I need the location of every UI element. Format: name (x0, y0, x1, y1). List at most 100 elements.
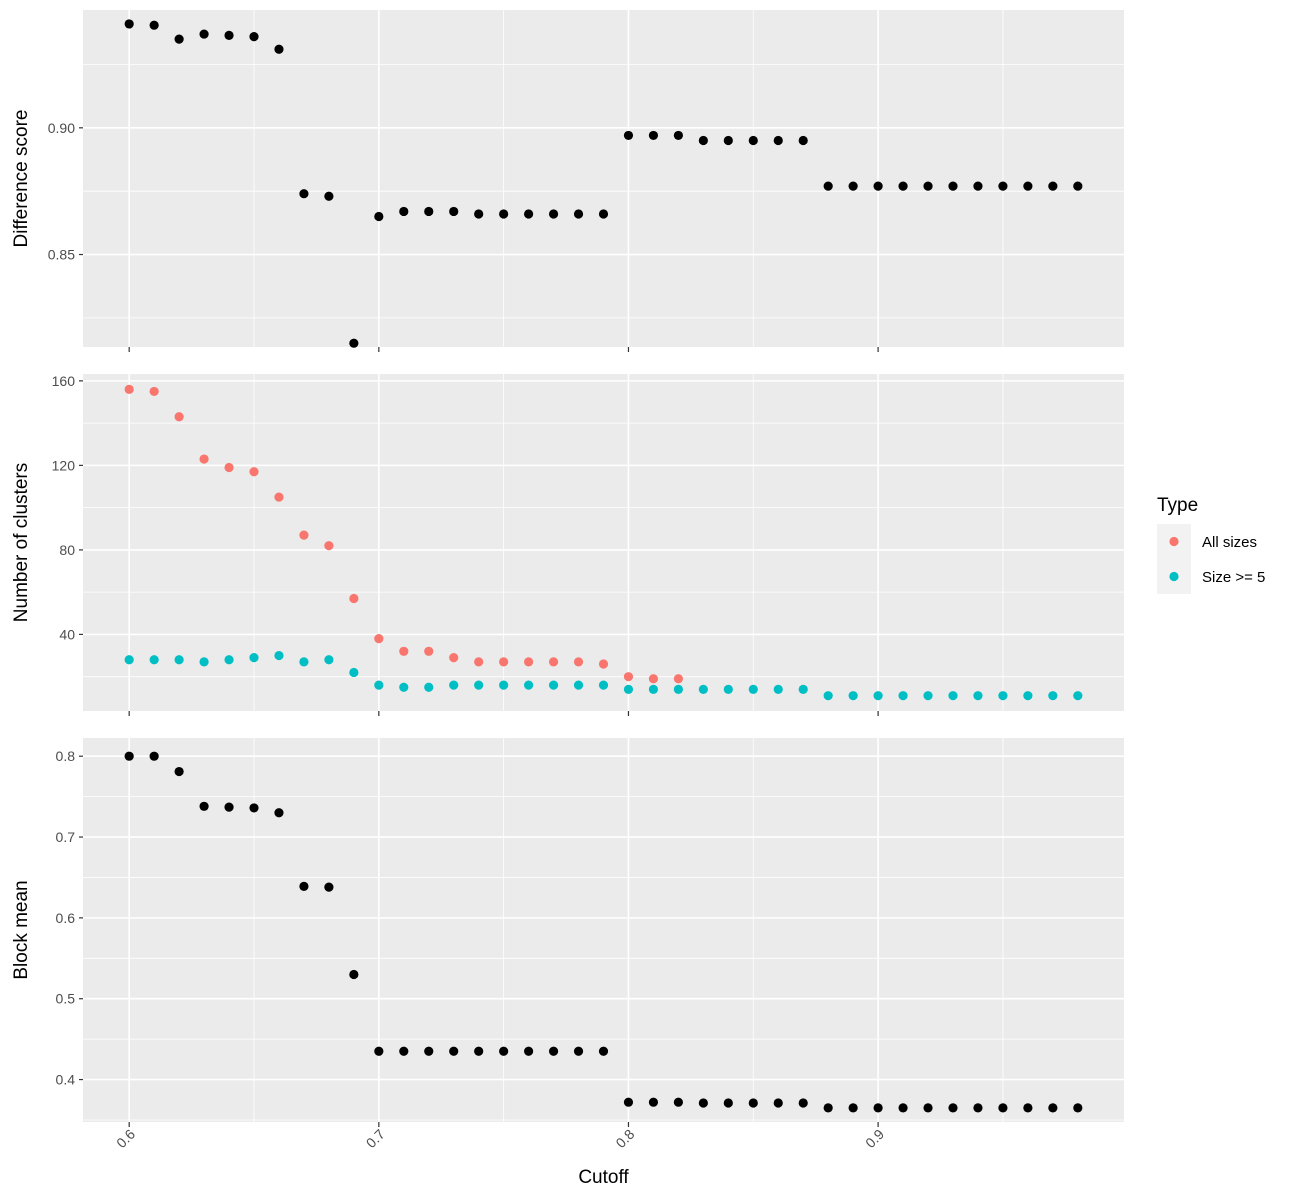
series-2 (124, 650, 1083, 701)
data-point (1048, 181, 1058, 191)
data-point (474, 1046, 484, 1056)
data-point (274, 492, 284, 502)
data-point (424, 646, 434, 656)
data-point (573, 657, 584, 667)
data-point (299, 530, 309, 540)
x-tick-label: 0.9 (862, 1126, 887, 1151)
data-point (873, 1103, 883, 1113)
data-point (573, 1046, 584, 1056)
data-point (823, 691, 833, 701)
data-point (598, 209, 609, 219)
series-1 (124, 751, 1083, 1113)
data-point (424, 1046, 434, 1056)
data-point (1073, 691, 1083, 701)
data-point (548, 209, 559, 219)
series-1 (124, 19, 1083, 348)
data-point (374, 1046, 384, 1056)
data-point (449, 206, 459, 217)
data-point (848, 691, 858, 701)
data-point (673, 674, 683, 684)
data-point (548, 657, 559, 667)
y-tick-label: 160 (52, 373, 76, 389)
data-point (1073, 181, 1083, 191)
data-point (723, 1098, 733, 1108)
data-point (948, 1103, 958, 1113)
y-tick-label: 120 (52, 457, 76, 473)
data-point (598, 1046, 609, 1056)
legend-label: Size >= 5 (1202, 569, 1265, 586)
panel-1: 0.85 0.90 Difference score (11, 10, 1124, 352)
data-point (923, 181, 933, 191)
data-point (324, 882, 334, 892)
data-point (698, 1098, 708, 1108)
data-point (299, 189, 309, 199)
x-axis-title: Cutoff (578, 1167, 629, 1188)
data-point (274, 650, 284, 661)
data-point (274, 44, 284, 54)
data-point (898, 691, 908, 701)
data-point (449, 653, 459, 663)
data-point (623, 672, 634, 682)
data-point (773, 135, 783, 146)
data-point (149, 20, 159, 30)
data-point (748, 135, 758, 146)
data-point (948, 181, 958, 191)
data-point (598, 680, 609, 690)
data-point (748, 1098, 758, 1108)
data-point (623, 1097, 634, 1107)
data-point (973, 181, 983, 191)
data-point (149, 655, 159, 665)
data-point (449, 680, 459, 690)
legend-marker (1169, 536, 1179, 547)
y-tick-label: 0.6 (56, 910, 76, 926)
data-point (648, 684, 659, 694)
y-tick-label: 0.5 (56, 991, 76, 1007)
data-point (1023, 1103, 1033, 1113)
data-point (124, 19, 134, 29)
panel-background (83, 738, 1124, 1122)
data-point (299, 657, 309, 667)
data-point (399, 1046, 409, 1056)
data-point (174, 34, 184, 44)
data-point (1048, 1103, 1058, 1113)
y-tick-label: 0.7 (56, 829, 76, 845)
data-point (474, 680, 484, 690)
data-point (224, 802, 234, 812)
y-tick-label: 40 (59, 626, 75, 642)
data-point (1023, 691, 1033, 701)
data-point (499, 209, 509, 219)
data-point (199, 801, 209, 811)
y-axis-title: Block mean (11, 880, 32, 979)
data-point (399, 646, 409, 656)
data-point (324, 655, 334, 665)
data-point (124, 655, 134, 665)
data-point (648, 130, 659, 141)
data-point (573, 209, 584, 219)
data-point (848, 181, 858, 191)
data-point (524, 680, 534, 690)
data-point (224, 462, 234, 473)
data-point (548, 680, 559, 690)
data-point (174, 766, 184, 777)
data-point (723, 135, 733, 146)
data-point (948, 691, 958, 701)
data-point (873, 691, 883, 701)
data-point (673, 684, 683, 694)
data-point (1073, 1103, 1083, 1113)
y-tick-label: 0.4 (56, 1072, 76, 1088)
data-point (349, 969, 359, 980)
data-point (673, 1097, 683, 1107)
legend: Type All sizes Size >= 5 (1157, 495, 1265, 594)
data-point (548, 1046, 559, 1056)
data-point (773, 684, 783, 694)
panel-background (83, 10, 1124, 347)
data-point (573, 680, 584, 690)
data-point (249, 653, 259, 663)
data-point (998, 691, 1008, 701)
data-point (798, 135, 808, 146)
data-point (474, 209, 484, 219)
data-point (623, 130, 634, 141)
legend-title: Type (1157, 495, 1198, 516)
data-point (349, 593, 359, 604)
